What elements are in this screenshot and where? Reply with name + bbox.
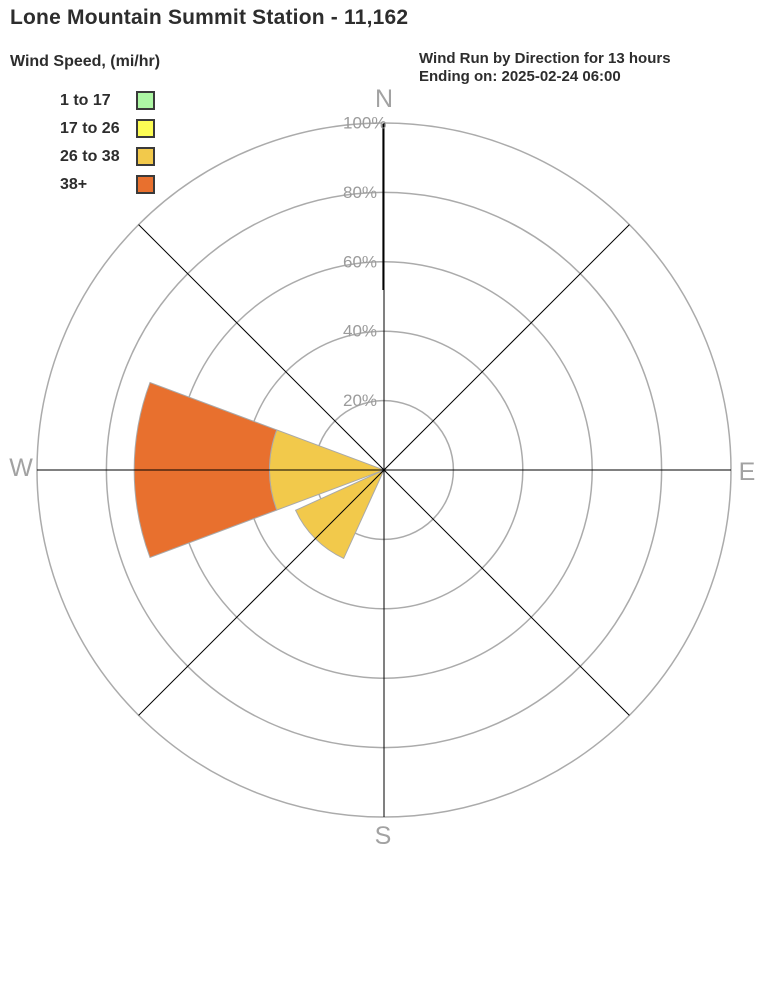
ring-label-80: 80% [343,183,377,202]
compass-label-n: N [375,85,393,113]
legend-item-label: 1 to 17 [60,92,111,109]
legend-item: 17 to 26 [60,119,155,138]
spoke-135 [138,224,630,716]
legend-item: 38+ [60,175,155,194]
chart-subtitle-line1: Wind Run by Direction for 13 hours [419,50,671,67]
legend-item-label: 17 to 26 [60,120,120,137]
chart-subtitle-line2: Ending on: 2025-02-24 06:00 [419,68,621,85]
ring-label-20: 20% [343,391,377,410]
ring-label-100: 100% [343,114,386,133]
compass-label-w: W [9,454,33,482]
page-title: Lone Mountain Summit Station - 11,162 [10,6,409,29]
ring-label-60: 60% [343,252,377,271]
compass-label-s: S [375,822,392,850]
legend-swatch-yellow [136,119,155,138]
chart-subtitle: Wind Run by Direction for 13 hours Endin… [419,50,671,86]
legend-swatch-green [136,91,155,110]
ring-label-40: 40% [343,322,377,341]
compass-label-e: E [739,458,756,486]
legend-item-label: 26 to 38 [60,148,120,165]
legend-item: 26 to 38 [60,147,155,166]
legend-title: Wind Speed, (mi/hr) [10,53,161,70]
legend-swatch-orange [136,175,155,194]
legend-swatch-gold [136,147,155,166]
legend-item-label: 38+ [60,176,88,193]
legend-item: 1 to 17 [60,91,155,110]
